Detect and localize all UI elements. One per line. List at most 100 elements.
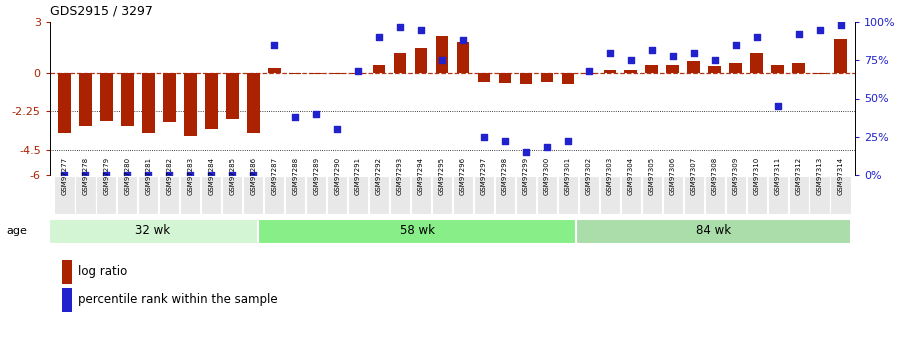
Point — [770, 104, 785, 109]
Text: log ratio: log ratio — [78, 265, 128, 278]
Text: GSM97295: GSM97295 — [439, 157, 445, 195]
Bar — [814, 73, 826, 74]
Text: GSM97296: GSM97296 — [460, 157, 466, 195]
Bar — [54, 176, 74, 214]
Text: GSM97308: GSM97308 — [711, 157, 718, 195]
Bar — [226, 73, 239, 119]
Text: GSM97313: GSM97313 — [816, 157, 823, 195]
Bar — [499, 73, 511, 83]
Point — [267, 42, 281, 48]
Bar — [201, 176, 222, 214]
Point — [665, 53, 680, 58]
Point — [414, 27, 428, 32]
Bar — [645, 65, 658, 73]
Point — [393, 24, 407, 29]
Bar — [537, 176, 557, 214]
Text: GSM97305: GSM97305 — [649, 157, 654, 195]
Point — [246, 172, 261, 178]
Bar — [579, 176, 599, 214]
Point — [183, 172, 197, 178]
Text: GSM97314: GSM97314 — [837, 157, 843, 195]
Text: GSM97281: GSM97281 — [146, 157, 151, 195]
Bar — [576, 219, 851, 244]
Bar — [767, 176, 787, 214]
Text: GSM97293: GSM97293 — [397, 157, 403, 195]
Point — [351, 68, 366, 74]
Bar — [729, 63, 742, 73]
Text: GSM97292: GSM97292 — [376, 157, 382, 195]
Bar — [583, 73, 595, 74]
Point — [498, 139, 512, 144]
Bar — [792, 63, 805, 73]
Bar — [142, 73, 155, 132]
Bar — [259, 219, 576, 244]
Bar — [621, 176, 641, 214]
Point — [204, 172, 218, 178]
Bar — [562, 73, 574, 84]
Bar — [834, 39, 847, 73]
Point — [434, 58, 449, 63]
Point — [225, 172, 240, 178]
Bar — [310, 73, 322, 74]
Bar — [223, 176, 243, 214]
Text: GSM97312: GSM97312 — [795, 157, 802, 195]
Point — [120, 172, 135, 178]
Text: GSM97299: GSM97299 — [523, 157, 529, 195]
Text: GSM97307: GSM97307 — [691, 157, 697, 195]
Bar — [138, 176, 158, 214]
Point — [749, 34, 764, 40]
Bar — [516, 176, 536, 214]
Text: GSM97289: GSM97289 — [313, 157, 319, 195]
Bar — [100, 73, 113, 121]
Bar — [478, 73, 491, 81]
Bar — [642, 176, 662, 214]
Bar — [540, 73, 553, 81]
Bar — [452, 176, 473, 214]
Bar — [264, 176, 284, 214]
Bar — [709, 66, 721, 73]
Bar — [62, 288, 71, 312]
Text: percentile rank within the sample: percentile rank within the sample — [78, 294, 278, 306]
Bar — [726, 176, 746, 214]
Text: GSM97303: GSM97303 — [607, 157, 613, 195]
Bar — [474, 176, 494, 214]
Text: GSM97302: GSM97302 — [586, 157, 592, 195]
Point — [288, 114, 302, 120]
Bar — [205, 73, 217, 129]
Text: GSM97294: GSM97294 — [418, 157, 424, 195]
Bar — [750, 52, 763, 73]
Bar — [184, 73, 196, 136]
Point — [141, 172, 156, 178]
Text: GSM97286: GSM97286 — [251, 157, 256, 195]
Bar — [435, 36, 448, 73]
Bar — [289, 73, 301, 74]
Bar — [121, 73, 134, 126]
Bar — [600, 176, 620, 214]
Point — [708, 58, 722, 63]
Text: GSM97285: GSM97285 — [229, 157, 235, 195]
Text: GSM97277: GSM97277 — [62, 157, 68, 195]
Bar — [683, 176, 704, 214]
Bar — [788, 176, 809, 214]
Point — [582, 68, 596, 74]
Text: GSM97304: GSM97304 — [628, 157, 633, 195]
Bar — [327, 176, 348, 214]
Bar — [432, 176, 452, 214]
Point — [456, 38, 471, 43]
Bar — [352, 73, 365, 74]
Text: GDS2915 / 3297: GDS2915 / 3297 — [50, 5, 153, 18]
Text: GSM97297: GSM97297 — [481, 157, 487, 195]
Text: GSM97287: GSM97287 — [272, 157, 277, 195]
Bar — [624, 70, 637, 73]
Text: GSM97284: GSM97284 — [208, 157, 214, 195]
Bar — [688, 61, 700, 73]
Text: GSM97310: GSM97310 — [754, 157, 759, 195]
Bar — [662, 176, 682, 214]
Bar — [247, 73, 260, 132]
Bar — [159, 176, 179, 214]
Point — [560, 139, 575, 144]
Point — [57, 172, 71, 178]
Point — [78, 172, 92, 178]
Text: 32 wk: 32 wk — [135, 225, 170, 237]
Point — [477, 134, 491, 139]
